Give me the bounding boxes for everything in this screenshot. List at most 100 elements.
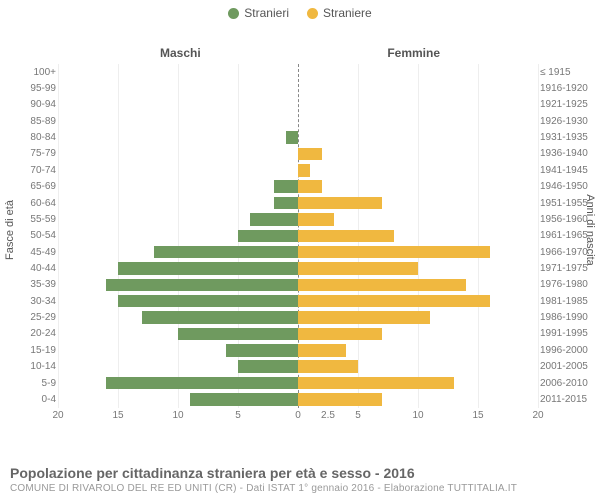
half-female bbox=[298, 244, 538, 260]
bar-male bbox=[250, 213, 298, 225]
birth-label: 1976-1980 bbox=[540, 279, 598, 290]
x-tick: 5 bbox=[355, 410, 361, 421]
half-female bbox=[298, 391, 538, 407]
bar-female bbox=[298, 311, 430, 323]
half-female bbox=[298, 97, 538, 113]
half-female bbox=[298, 179, 538, 195]
age-label: 0-4 bbox=[16, 394, 56, 405]
legend: Stranieri Straniere bbox=[0, 0, 600, 20]
bar-male bbox=[190, 393, 298, 405]
age-label: 45-49 bbox=[16, 247, 56, 258]
birth-label: 1921-1925 bbox=[540, 99, 598, 110]
half-male bbox=[58, 260, 298, 276]
age-label: 85-89 bbox=[16, 116, 56, 127]
pyramid-chart: Maschi Femmine Fasce di età Anni di nasc… bbox=[0, 20, 600, 440]
bar-female bbox=[298, 148, 322, 160]
half-male bbox=[58, 80, 298, 96]
birth-label: 1946-1950 bbox=[540, 181, 598, 192]
pyramid-row: 20-241991-1995 bbox=[58, 326, 538, 342]
half-female bbox=[298, 113, 538, 129]
bar-female bbox=[298, 328, 382, 340]
half-female bbox=[298, 326, 538, 342]
pyramid-row: 75-791936-1940 bbox=[58, 146, 538, 162]
bar-female bbox=[298, 344, 346, 356]
x-tick: 15 bbox=[112, 410, 123, 421]
bar-male bbox=[238, 360, 298, 372]
birth-label: 1981-1985 bbox=[540, 296, 598, 307]
pyramid-row: 90-941921-1925 bbox=[58, 97, 538, 113]
footer: Popolazione per cittadinanza straniera p… bbox=[10, 465, 590, 494]
age-label: 15-19 bbox=[16, 345, 56, 356]
swatch-m bbox=[228, 8, 239, 19]
birth-label: 1941-1945 bbox=[540, 165, 598, 176]
pyramid-row: 65-691946-1950 bbox=[58, 179, 538, 195]
half-male bbox=[58, 97, 298, 113]
bar-female bbox=[298, 197, 382, 209]
half-female bbox=[298, 64, 538, 80]
age-label: 40-44 bbox=[16, 263, 56, 274]
age-label: 25-29 bbox=[16, 312, 56, 323]
birth-label: 1936-1940 bbox=[540, 148, 598, 159]
pyramid-row: 80-841931-1935 bbox=[58, 129, 538, 145]
birth-label: 1956-1960 bbox=[540, 214, 598, 225]
pyramid-row: 10-142001-2005 bbox=[58, 358, 538, 374]
half-male bbox=[58, 277, 298, 293]
age-label: 10-14 bbox=[16, 361, 56, 372]
pyramid-row: 70-741941-1945 bbox=[58, 162, 538, 178]
birth-label: 2001-2005 bbox=[540, 361, 598, 372]
birth-label: 1971-1975 bbox=[540, 263, 598, 274]
birth-label: 1986-1990 bbox=[540, 312, 598, 323]
bar-female bbox=[298, 377, 454, 389]
footer-title: Popolazione per cittadinanza straniera p… bbox=[10, 465, 590, 481]
half-male bbox=[58, 211, 298, 227]
bar-male bbox=[178, 328, 298, 340]
half-female bbox=[298, 211, 538, 227]
half-male bbox=[58, 293, 298, 309]
half-female bbox=[298, 195, 538, 211]
bar-male bbox=[286, 131, 298, 143]
x-tick: 15 bbox=[472, 410, 483, 421]
half-male bbox=[58, 391, 298, 407]
pyramid-row: 60-641951-1955 bbox=[58, 195, 538, 211]
pyramid-row: 30-341981-1985 bbox=[58, 293, 538, 309]
swatch-f bbox=[307, 8, 318, 19]
age-label: 65-69 bbox=[16, 181, 56, 192]
age-label: 20-24 bbox=[16, 328, 56, 339]
x-tick: 5 bbox=[235, 410, 241, 421]
bar-female bbox=[298, 213, 334, 225]
age-label: 75-79 bbox=[16, 148, 56, 159]
bar-male bbox=[154, 246, 298, 258]
bar-male bbox=[118, 295, 298, 307]
pyramid-row: 100+≤ 1915 bbox=[58, 64, 538, 80]
half-male bbox=[58, 195, 298, 211]
age-label: 90-94 bbox=[16, 99, 56, 110]
age-label: 30-34 bbox=[16, 296, 56, 307]
legend-item-m: Stranieri bbox=[228, 6, 289, 20]
half-male bbox=[58, 375, 298, 391]
col-header-female: Femmine bbox=[387, 46, 440, 60]
half-male bbox=[58, 162, 298, 178]
bar-male bbox=[106, 377, 298, 389]
birth-label: 1931-1935 bbox=[540, 132, 598, 143]
bar-female bbox=[298, 164, 310, 176]
birth-label: 2011-2015 bbox=[540, 394, 598, 405]
birth-label: 2006-2010 bbox=[540, 378, 598, 389]
birth-label: 1991-1995 bbox=[540, 328, 598, 339]
pyramid-row: 45-491966-1970 bbox=[58, 244, 538, 260]
footer-subtitle: COMUNE DI RIVAROLO DEL RE ED UNITI (CR) … bbox=[10, 481, 590, 494]
bar-male bbox=[238, 230, 298, 242]
pyramid-row: 35-391976-1980 bbox=[58, 277, 538, 293]
age-label: 5-9 bbox=[16, 378, 56, 389]
half-male bbox=[58, 129, 298, 145]
col-header-male: Maschi bbox=[160, 46, 201, 60]
bar-female bbox=[298, 230, 394, 242]
bar-male bbox=[106, 279, 298, 291]
legend-label-m: Stranieri bbox=[244, 6, 289, 20]
age-label: 70-74 bbox=[16, 165, 56, 176]
pyramid-row: 5-92006-2010 bbox=[58, 375, 538, 391]
age-label: 100+ bbox=[16, 67, 56, 78]
x-tick: 10 bbox=[172, 410, 183, 421]
pyramid-row: 50-541961-1965 bbox=[58, 228, 538, 244]
birth-label: 1951-1955 bbox=[540, 198, 598, 209]
plot-area: 100+≤ 191595-991916-192090-941921-192585… bbox=[58, 64, 538, 408]
